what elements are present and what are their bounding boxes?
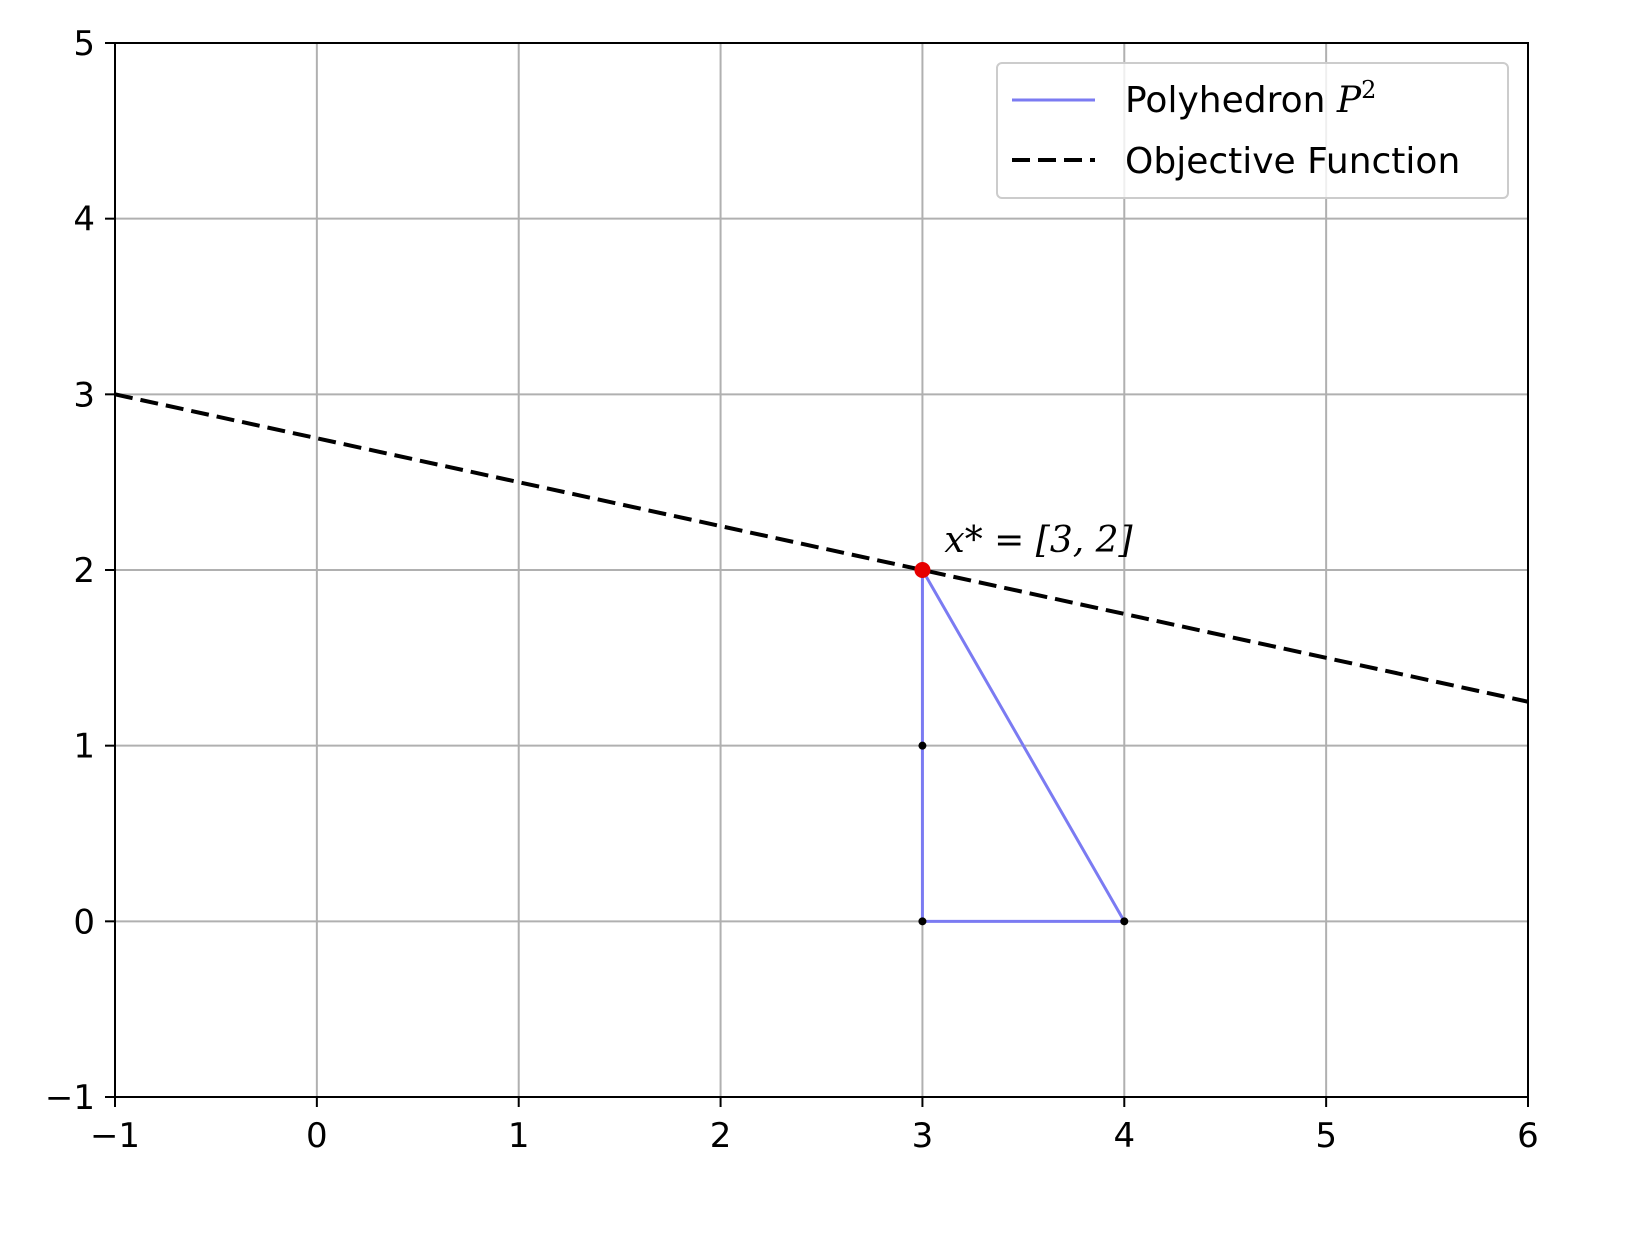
- vertex-point: [918, 917, 927, 926]
- y-tick-label: 0: [73, 902, 95, 942]
- optimum-annotation: x* = [3, 2]: [944, 520, 1133, 561]
- y-tick-label: 1: [73, 727, 95, 767]
- x-tick-label: 0: [306, 1116, 328, 1156]
- y-tick-label: −1: [45, 1078, 95, 1118]
- vertex-point: [918, 741, 927, 750]
- y-tick-label: 4: [73, 200, 95, 240]
- series-objective-function-line: [114, 392, 1529, 704]
- y-tick-label: 5: [73, 24, 95, 64]
- plot-markers: [914, 562, 1129, 926]
- axis-ticks: −1 0 1 2 3 4 5 6 −1 0 1 2 3 4 5: [45, 24, 1539, 1156]
- legend: Polyhedron P2 Objective Function: [996, 62, 1509, 199]
- x-tick-label: 2: [710, 1116, 732, 1156]
- vertex-point: [1120, 917, 1129, 926]
- x-tick-label: −1: [90, 1116, 140, 1156]
- optimum-point: [914, 562, 931, 578]
- x-tick-label: 3: [912, 1116, 934, 1156]
- x-tick-label: 5: [1315, 1116, 1337, 1156]
- x-tick-label: 1: [508, 1116, 530, 1156]
- x-tick-label: 4: [1113, 1116, 1135, 1156]
- y-tick-label: 3: [73, 375, 95, 415]
- legend-box: [996, 62, 1509, 199]
- annotations: x* = [3, 2]: [944, 520, 1133, 561]
- x-tick-label: 6: [1517, 1116, 1539, 1156]
- legend-label-objective-function: Objective Function: [1125, 141, 1460, 182]
- y-tick-label: 2: [73, 551, 95, 591]
- legend-label-polyhedron: Polyhedron P2: [1125, 76, 1376, 121]
